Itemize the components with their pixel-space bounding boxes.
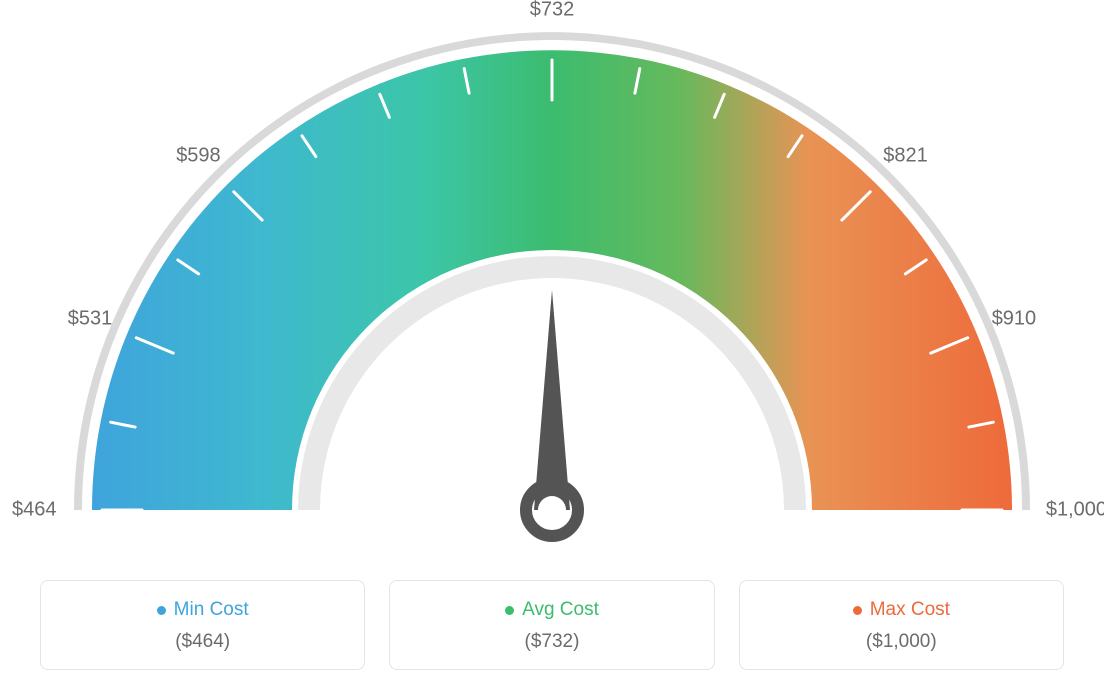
legend-row: Min Cost ($464) Avg Cost ($732) Max Cost…: [40, 580, 1064, 670]
legend-label-row: Min Cost: [51, 599, 354, 621]
gauge-svg: [0, 0, 1104, 560]
legend-dot-icon: [505, 606, 514, 615]
legend-label-min: Min Cost: [174, 599, 249, 621]
legend-dot-icon: [853, 606, 862, 615]
gauge-tick-label: $598: [176, 145, 221, 168]
legend-dot-icon: [157, 606, 166, 615]
gauge-tick-label: $531: [68, 307, 113, 330]
legend-value-max: ($1,000): [750, 631, 1053, 653]
gauge-tick-label: $1,000: [1046, 499, 1104, 522]
legend-label-avg: Avg Cost: [522, 599, 599, 621]
legend-label-max: Max Cost: [870, 599, 950, 621]
legend-card-min: Min Cost ($464): [40, 580, 365, 670]
legend-card-avg: Avg Cost ($732): [389, 580, 714, 670]
cost-gauge-chart: $464 $531 $598 $732 $821 $910 $1,000 Min Cost …: [0, 0, 1104, 690]
gauge-area: $464 $531 $598 $732 $821 $910 $1,000: [0, 0, 1104, 560]
legend-label-row: Max Cost: [750, 599, 1053, 621]
legend-value-avg: ($732): [400, 631, 703, 653]
gauge-tick-label: $464: [12, 499, 57, 522]
legend-label-row: Avg Cost: [400, 599, 703, 621]
gauge-tick-label: $821: [883, 145, 928, 168]
legend-card-max: Max Cost ($1,000): [739, 580, 1064, 670]
gauge-tick-label: $732: [530, 0, 575, 22]
legend-value-min: ($464): [51, 631, 354, 653]
gauge-tick-label: $910: [992, 307, 1037, 330]
